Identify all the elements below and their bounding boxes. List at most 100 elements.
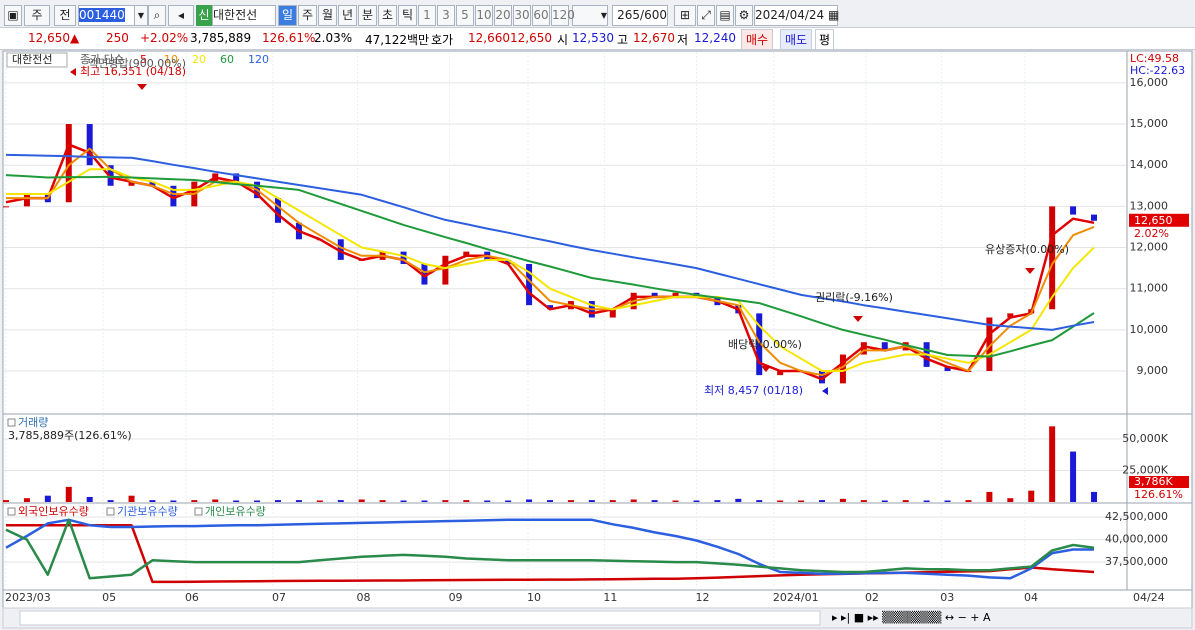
x-tick-label: 2023/03	[5, 591, 51, 604]
settings[interactable]: ⚙	[735, 5, 753, 26]
candle	[86, 124, 93, 166]
legend-entry: 10	[164, 53, 178, 66]
last-price-tag	[1129, 213, 1189, 227]
volume-bar	[839, 498, 846, 502]
menu-icon[interactable]: ▣	[4, 5, 22, 26]
legend-box	[7, 507, 16, 516]
interval-button[interactable]: 20	[494, 5, 512, 26]
scroll-thumb[interactable]	[19, 610, 821, 626]
volume-bar	[421, 500, 428, 502]
search[interactable]: ⌕	[148, 5, 166, 26]
legend-entry: 개인보유수량	[205, 505, 266, 518]
volume-bar	[819, 500, 825, 502]
volume-bar	[526, 499, 533, 502]
scope-select[interactable]: 전	[54, 5, 76, 26]
volume-bar	[3, 500, 9, 502]
date-input[interactable]: 2024/04/24 ▦	[754, 5, 839, 26]
period-button[interactable]: 초	[378, 5, 397, 26]
code-input[interactable]: 001440	[78, 5, 136, 26]
period-button[interactable]: 틱	[398, 5, 417, 26]
period-button[interactable]: 년	[338, 5, 357, 26]
series-line	[6, 147, 1095, 377]
avg-button[interactable]: 평	[815, 29, 835, 50]
high: 12,670	[633, 31, 675, 45]
code-dropdown[interactable]: ▼	[134, 5, 148, 26]
period-button[interactable]: 월	[318, 5, 337, 26]
volume-bar	[107, 500, 114, 502]
interval-button[interactable]: 10	[475, 5, 493, 26]
interval-button[interactable]: 5	[456, 5, 474, 26]
chart-title: 대한전선	[12, 53, 52, 66]
volume-bar	[1070, 451, 1077, 502]
tool-3[interactable]: ▤	[716, 5, 734, 26]
series-line	[5, 518, 1094, 580]
x-tick-label: 06	[185, 591, 199, 604]
volume-bar	[505, 500, 512, 502]
interval-button[interactable]: 30	[513, 5, 531, 26]
series-line	[5, 153, 1095, 331]
series-line	[5, 518, 1095, 580]
candle	[128, 181, 135, 186]
x-tick-label: 02	[865, 591, 879, 604]
panel-title: 거래량	[18, 416, 48, 429]
title-box	[6, 52, 68, 68]
candle	[547, 305, 553, 310]
volume-bar	[295, 500, 302, 502]
volume-bar	[170, 500, 177, 502]
chart: ▸ ▸| ■ ▸▸ ▒▒▒▒▒▒▒ ↔ − + A 9,000 10,000 11,…	[2, 50, 1193, 629]
volume-bar	[1028, 490, 1035, 502]
quote-bar	[0, 28, 1195, 50]
period-button[interactable]: 주	[298, 5, 317, 26]
volume-bar	[693, 500, 700, 502]
candle	[463, 251, 470, 256]
candle	[337, 239, 344, 260]
volume-bar	[986, 491, 993, 502]
count: 265/600	[612, 5, 668, 26]
interval-button[interactable]: 1	[418, 5, 436, 26]
y-tick-label: 15,000	[1130, 117, 1169, 130]
y-tick-label: 10,000	[1130, 323, 1169, 336]
volume-bar	[567, 500, 574, 502]
annotation: 액면병합(900.00%)	[88, 57, 186, 70]
ask-label: 호가	[431, 33, 454, 47]
hc-label: HC:-22.63	[1130, 64, 1185, 77]
badge: 신	[196, 5, 212, 26]
open-label: 시	[557, 33, 569, 47]
interval-dropdown[interactable]: ▼	[572, 5, 608, 26]
volume-bar	[254, 500, 261, 502]
market-select[interactable]: 주	[24, 5, 50, 26]
x-tick-label: 11	[603, 591, 617, 604]
volume-bar	[756, 500, 763, 502]
candle	[756, 313, 763, 376]
x-tick-label: 10	[527, 591, 541, 604]
sound[interactable]: ◂	[168, 5, 194, 26]
candle	[442, 255, 449, 285]
candle	[400, 251, 407, 264]
change: 250	[106, 31, 129, 45]
x-tick-label: 2024/01	[773, 591, 819, 604]
scroll-controls[interactable]: ▸ ▸| ■ ▸▸ ▒▒▒▒▒▒▒ ↔ − + A	[832, 610, 991, 624]
sell-button[interactable]: 매도	[780, 29, 813, 50]
y-tick-label: 11,000	[1130, 282, 1169, 295]
candle	[1070, 206, 1077, 215]
volume-bar	[128, 495, 135, 502]
interval-button[interactable]: 60	[532, 5, 550, 26]
volume-bar	[902, 500, 909, 502]
period-button[interactable]: 일	[278, 5, 297, 26]
period-button[interactable]: 분	[358, 5, 377, 26]
candle	[233, 173, 240, 182]
annotation: 유상증자(0.00%)	[985, 243, 1069, 256]
volume-bar	[233, 500, 240, 502]
legend-box	[194, 507, 203, 516]
legend-box	[106, 507, 115, 516]
interval-button[interactable]: 120	[551, 5, 575, 26]
buy-button[interactable]: 매수	[741, 29, 774, 50]
tool-1[interactable]: ⊞	[674, 5, 696, 26]
tool-2[interactable]: ⤢	[697, 5, 715, 26]
volume-bar	[442, 500, 449, 502]
legend-entry: 5	[140, 53, 147, 66]
y-tick-label: 9,000	[1137, 364, 1169, 377]
interval-button[interactable]: 3	[437, 5, 455, 26]
legend-title: 종가 단순	[80, 53, 124, 66]
volume-bar	[379, 500, 386, 502]
